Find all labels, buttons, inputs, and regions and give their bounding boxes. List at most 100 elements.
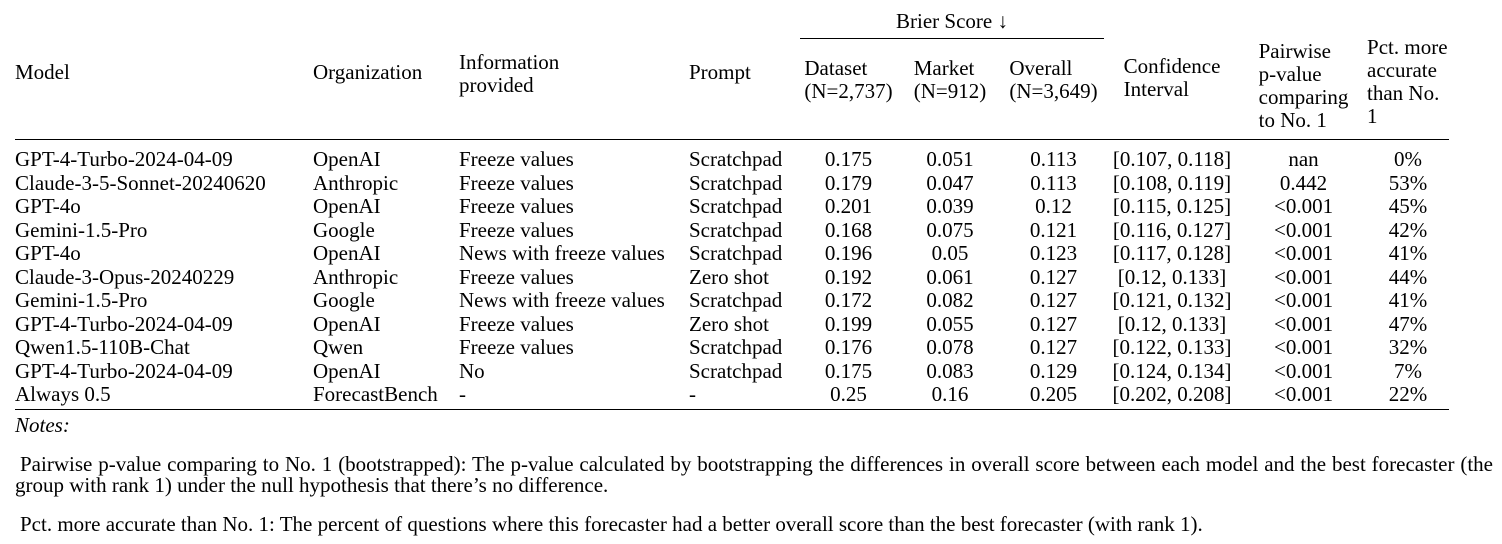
table-cell: 7% [1394,359,1423,383]
table-cell: <0.001 [1273,312,1334,336]
table-cell: 0.123 [1029,242,1078,265]
table-cell: Freeze values [459,218,574,242]
table-cell: 32% [1388,336,1428,359]
table-cell: [0.202, 0.208] [1104,383,1241,410]
table-cell: 41% [1388,289,1428,312]
table-cell: GPT-4-Turbo-2024-04-09 [15,359,233,383]
table-cell: 0.175 [824,359,873,383]
table-row: GPT-4-Turbo-2024-04-09 OpenAI No Scratchpad… [15,360,1449,384]
column-header-confidence-interval: Confidence Interval [1104,38,1241,140]
table-cell: News with freeze values [459,289,665,312]
table-cell: Scratchpad [689,242,783,265]
table-cell: OpenAI [313,359,381,383]
column-header-information-provided: Information provided [459,38,689,140]
table-row: Always 0.5 ForecastBench - -0.25 0.16 0.205 [0… [15,383,1450,410]
table-cell: 41% [1388,242,1428,265]
note-paragraph-pairwise: Pairwise p-value comparing to No. 1 (boo… [15,451,1493,497]
table-cell: OpenAI [313,242,381,265]
table-cell: 0.201 [824,195,873,218]
table-cell: <0.001 [1273,265,1334,289]
table-cell: 53% [1388,171,1428,195]
table-cell: 0.05 [931,242,969,265]
table-cell: 0.175 [824,147,873,171]
table-cell: 0.16 [897,383,1003,410]
table-cell: Freeze values [459,171,574,195]
table-row: GPT-4o OpenAI News with freeze values Scrat… [15,242,1449,266]
table-cell: 0.127 [1029,265,1078,289]
table-notes: Notes: Pairwise p-value comparing to No.… [15,414,1493,535]
table-cell: Scratchpad [689,336,783,359]
table-cell: Scratchpad [689,289,783,312]
column-header-pairwise-p-value: Pairwise p-value comparing to No. 1 [1240,38,1368,140]
table-cell: 0.039 [926,195,974,218]
table-cell: 0.25 [800,383,897,410]
spacer-cell [15,0,800,39]
table-cell: 0.172 [824,289,873,312]
table-cell: 0.196 [824,242,873,265]
table-cell: Anthropic [313,171,399,195]
table-cell: Scratchpad [689,171,783,195]
table-cell: GPT-4-Turbo-2024-04-09 [15,312,233,336]
column-header-label: Dataset (N=2,737) [804,55,893,103]
column-header-label: Prompt [689,60,751,85]
table-cell: <0.001 [1240,383,1368,410]
spacer-cell [1104,0,1449,39]
table-cell: [0.124, 0.134] [1112,359,1232,383]
table-row: Gemini-1.5-Pro Google News with freeze val… [15,289,1449,313]
table-cell: 0.061 [926,265,974,289]
table-row: GPT-4-Turbo-2024-04-09 OpenAI Freeze value… [15,140,1449,172]
table-cell: <0.001 [1273,195,1334,218]
table-cell: [0.107, 0.118] [1112,147,1232,171]
column-header-model: Model [15,38,313,140]
table-cell: Freeze values [459,147,574,171]
table-cell: [0.115, 0.125] [1112,195,1232,218]
table-row: Gemini-1.5-Pro Google Freeze values Scratch… [15,219,1449,243]
results-table: Brier Score ↓ Model Organization Informa… [15,0,1450,410]
table-cell: <0.001 [1273,359,1334,383]
table-cell: [0.12, 0.133] [1117,265,1227,289]
group-header-row: Brier Score ↓ [15,0,1449,39]
table-cell: 22% [1367,383,1450,410]
column-header-label: Pairwise p-value comparing to No. 1 [1258,39,1349,133]
table-cell: 0.113 [1030,147,1077,171]
table-cell: News with freeze values [459,242,665,265]
column-header-pct-more-accurate: Pct. more accurate than No. 1 [1367,36,1450,140]
table-cell: Freeze values [459,265,574,289]
table-cell: Google [313,218,375,242]
table-cell: OpenAI [313,195,381,218]
table-cell: [0.117, 0.128] [1112,242,1232,265]
table-cell: Gemini-1.5-Pro [15,218,148,242]
table-cell: GPT-4o [15,242,81,265]
table-cell: Claude-3-Opus-20240229 [15,265,235,289]
notes-heading: Notes: [15,412,70,437]
column-header-label: Market (N=912) [913,55,987,103]
table-cell: ForecastBench [313,383,459,410]
table-cell: <0.001 [1273,336,1334,359]
table-cell: 0.168 [824,218,873,242]
table-cell: Zero shot [689,265,769,289]
column-header-market: Market (N=912) [897,38,1003,140]
table-cell: Scratchpad [689,147,783,171]
table-body: GPT-4-Turbo-2024-04-09 OpenAI Freeze value… [15,140,1450,410]
table-cell: GPT-4-Turbo-2024-04-09 [15,147,233,171]
table-cell: GPT-4o [15,195,81,218]
table-cell: - [459,383,689,410]
column-header-row: Model Organization Information provided … [15,36,1450,140]
table-cell: 0.121 [1029,218,1078,242]
table-cell: Always 0.5 [15,383,313,410]
column-header-overall: Overall (N=3,649) [1003,38,1105,140]
table-cell: 0.078 [926,336,974,359]
table-cell: 0.192 [824,265,873,289]
table-cell: Freeze values [459,336,574,359]
column-header-prompt: Prompt [689,38,800,140]
table-cell: Freeze values [459,195,574,218]
column-header-organization: Organization [313,38,459,140]
table-cell: Gemini-1.5-Pro [15,289,148,312]
table-cell: 0.127 [1029,336,1078,359]
table-cell: Scratchpad [689,359,783,383]
table-row: Qwen1.5-110B-Chat Qwen Freeze values Scratc… [15,336,1449,360]
table-cell: nan [1288,147,1319,171]
table-row: Claude-3-Opus-20240229 Anthropic Freeze va… [15,266,1449,290]
column-header-dataset: Dataset (N=2,737) [800,38,897,140]
